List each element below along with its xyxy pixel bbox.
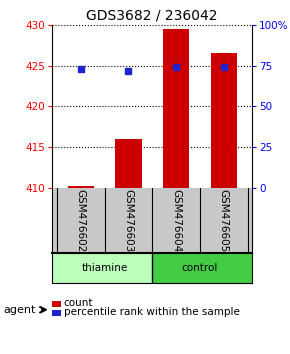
Text: control: control [182,263,218,273]
Text: GSM476602: GSM476602 [76,189,86,252]
Bar [163,29,189,188]
Bar [115,139,142,188]
Bar [152,253,252,283]
Text: GSM476604: GSM476604 [171,189,181,252]
Bar [52,253,152,283]
Title: GDS3682 / 236042: GDS3682 / 236042 [86,8,218,22]
Text: thiamine: thiamine [81,263,128,273]
Text: percentile rank within the sample: percentile rank within the sample [64,307,240,317]
Text: agent: agent [3,305,35,315]
Text: GSM476603: GSM476603 [124,189,133,252]
Bar [68,186,94,188]
Text: count: count [64,298,93,308]
Bar [211,53,237,188]
Text: GSM476605: GSM476605 [219,189,229,252]
